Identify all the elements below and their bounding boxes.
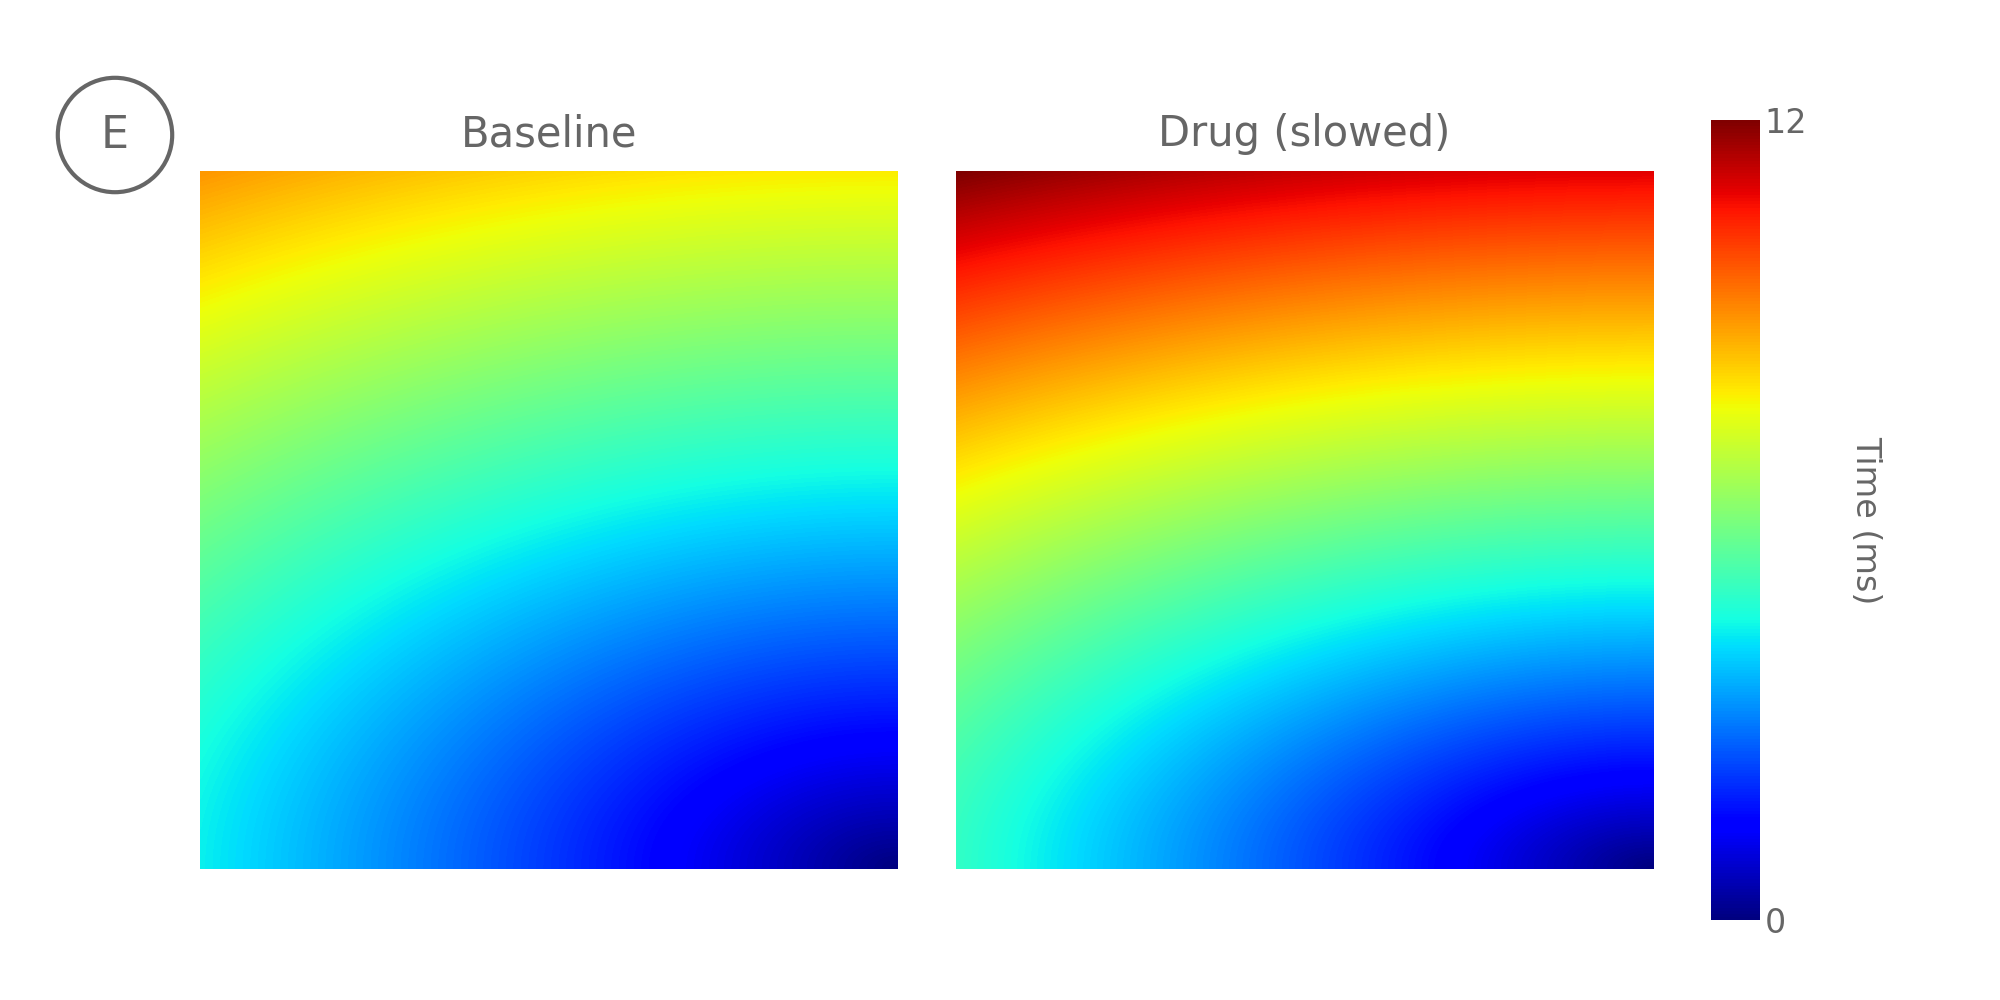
Title: Drug (slowed): Drug (slowed): [1158, 113, 1450, 155]
Y-axis label: Time (ms): Time (ms): [1850, 436, 1882, 604]
Title: Baseline: Baseline: [460, 113, 638, 155]
Text: E: E: [100, 113, 130, 156]
